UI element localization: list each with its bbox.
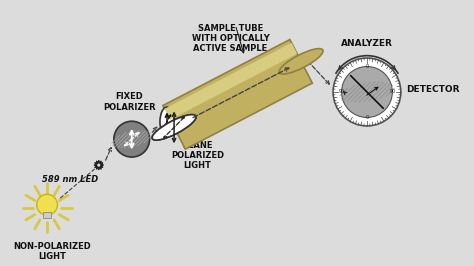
Ellipse shape xyxy=(152,115,196,140)
Text: 589 nm LED: 589 nm LED xyxy=(43,175,99,184)
Text: 0: 0 xyxy=(365,115,368,120)
Polygon shape xyxy=(164,43,297,120)
Text: FIXED
POLARIZER: FIXED POLARIZER xyxy=(103,92,155,112)
Circle shape xyxy=(342,66,392,118)
Text: PLANE
POLARIZED
LIGHT: PLANE POLARIZED LIGHT xyxy=(171,140,224,170)
Ellipse shape xyxy=(152,115,196,140)
Text: SAMPLE TUBE
WITH OPTICALLY
ACTIVE SAMPLE: SAMPLE TUBE WITH OPTICALLY ACTIVE SAMPLE xyxy=(191,24,269,53)
Circle shape xyxy=(36,194,57,215)
Ellipse shape xyxy=(279,49,323,74)
Polygon shape xyxy=(163,40,312,149)
Text: 90: 90 xyxy=(389,89,395,94)
Text: 0: 0 xyxy=(365,64,368,69)
FancyBboxPatch shape xyxy=(43,212,51,218)
Text: ANALYZER: ANALYZER xyxy=(341,39,393,48)
Text: DETECTOR: DETECTOR xyxy=(407,85,460,94)
Circle shape xyxy=(333,58,401,126)
Circle shape xyxy=(114,121,150,157)
Text: 90: 90 xyxy=(338,89,345,94)
Ellipse shape xyxy=(160,107,174,136)
Text: NON-POLARIZED
LIGHT: NON-POLARIZED LIGHT xyxy=(13,242,91,261)
